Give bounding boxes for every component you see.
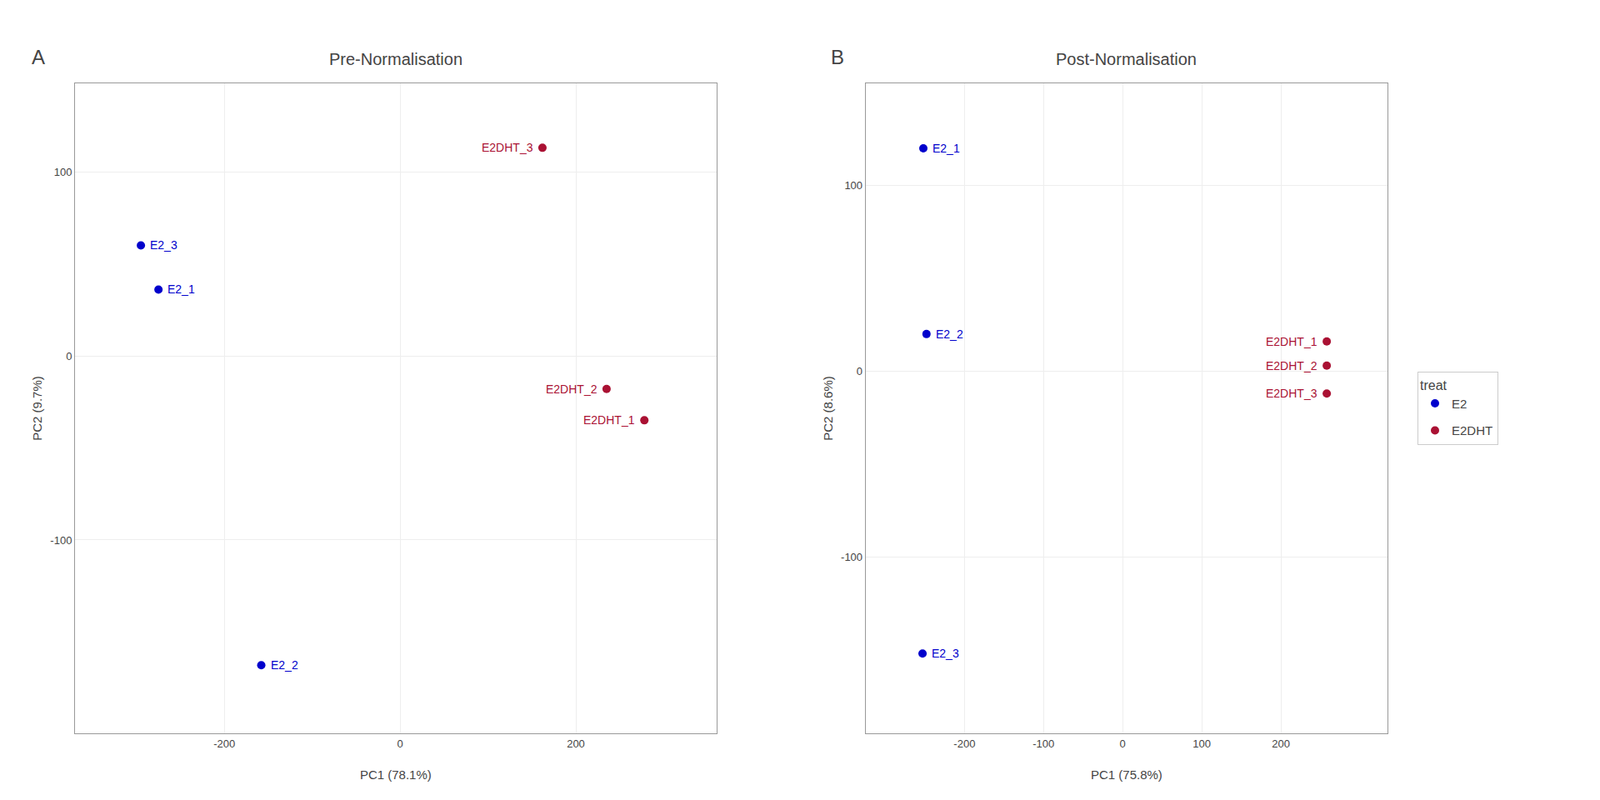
svg-text:PC2 (8.6%): PC2 (8.6%)	[820, 375, 835, 441]
svg-text:-200: -200	[213, 737, 235, 750]
svg-text:E2_2: E2_2	[935, 327, 964, 341]
svg-text:Pre-Normalisation: Pre-Normalisation	[329, 50, 463, 69]
svg-text:PC1 (78.1%): PC1 (78.1%)	[360, 767, 432, 782]
svg-text:E2_3: E2_3	[931, 646, 960, 660]
svg-text:E2DHT_3: E2DHT_3	[1265, 386, 1318, 400]
svg-text:E2DHT: E2DHT	[1451, 423, 1493, 438]
svg-text:200: 200	[1271, 737, 1290, 750]
svg-text:Post-Normalisation: Post-Normalisation	[1055, 50, 1197, 69]
svg-text:treat: treat	[1420, 378, 1448, 393]
svg-text:-100: -100	[1032, 737, 1055, 750]
svg-text:E2DHT_1: E2DHT_1	[583, 413, 635, 427]
svg-text:100: 100	[1192, 737, 1211, 750]
svg-text:200: 200	[566, 737, 585, 750]
svg-text:100: 100	[844, 179, 863, 192]
svg-text:A: A	[31, 45, 45, 69]
svg-text:E2: E2	[1451, 396, 1467, 411]
svg-text:-100: -100	[840, 550, 863, 564]
svg-text:B: B	[830, 45, 845, 69]
svg-text:0: 0	[1120, 737, 1126, 750]
svg-text:-200: -200	[953, 737, 975, 750]
svg-text:E2_1: E2_1	[932, 141, 960, 155]
svg-text:0: 0	[856, 365, 863, 378]
svg-text:0: 0	[65, 350, 72, 363]
svg-text:E2DHT_2: E2DHT_2	[545, 382, 598, 396]
svg-text:E2DHT_3: E2DHT_3	[481, 140, 534, 155]
svg-text:PC1 (75.8%): PC1 (75.8%)	[1090, 767, 1163, 782]
svg-text:0: 0	[397, 737, 404, 750]
svg-text:-100: -100	[50, 534, 72, 547]
svg-text:100: 100	[54, 165, 73, 179]
svg-text:E2DHT_2: E2DHT_2	[1265, 359, 1318, 373]
svg-text:E2_1: E2_1	[167, 282, 195, 296]
svg-text:E2_2: E2_2	[270, 658, 299, 672]
svg-text:E2_3: E2_3	[150, 238, 178, 252]
svg-text:PC2 (9.7%): PC2 (9.7%)	[30, 375, 45, 441]
svg-text:E2DHT_1: E2DHT_1	[1265, 335, 1318, 349]
